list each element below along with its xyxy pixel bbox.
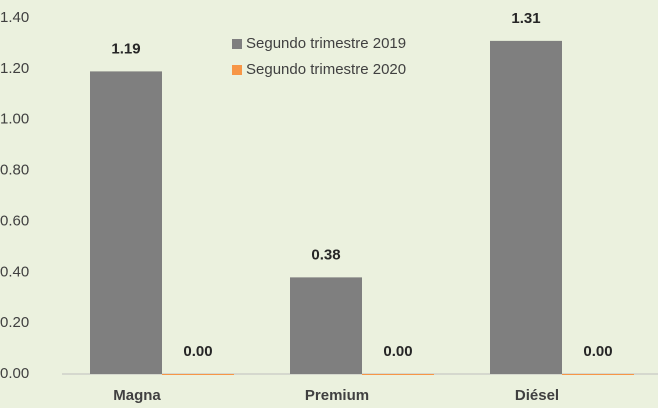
data-label: 1.31 bbox=[511, 10, 540, 27]
y-tick-label: 0.20 bbox=[0, 314, 29, 331]
x-tick-label: Diésel bbox=[515, 387, 559, 404]
bar bbox=[90, 71, 162, 375]
legend-swatch bbox=[232, 39, 242, 49]
data-label: 0.00 bbox=[183, 343, 212, 360]
data-label: 0.00 bbox=[583, 343, 612, 360]
data-label: 1.19 bbox=[111, 40, 140, 57]
y-tick-label: 0.00 bbox=[0, 365, 29, 382]
y-tick-label: 1.40 bbox=[0, 9, 29, 26]
x-tick-label: Premium bbox=[305, 387, 369, 404]
bar bbox=[162, 374, 234, 375]
bar bbox=[290, 277, 362, 374]
y-tick-label: 1.00 bbox=[0, 111, 29, 128]
bar bbox=[490, 40, 562, 375]
x-tick-label: Magna bbox=[113, 387, 161, 404]
y-tick-label: 0.80 bbox=[0, 162, 29, 179]
y-tick-label: 0.40 bbox=[0, 263, 29, 280]
bar bbox=[562, 374, 634, 375]
legend-label: Segundo trimestre 2019 bbox=[246, 35, 406, 52]
y-tick-label: 0.60 bbox=[0, 212, 29, 229]
bar bbox=[362, 374, 434, 375]
legend-label: Segundo trimestre 2020 bbox=[246, 61, 406, 78]
y-tick-label: 1.20 bbox=[0, 60, 29, 77]
data-label: 0.38 bbox=[311, 246, 340, 263]
legend-swatch bbox=[232, 65, 242, 75]
data-label: 0.00 bbox=[383, 343, 412, 360]
